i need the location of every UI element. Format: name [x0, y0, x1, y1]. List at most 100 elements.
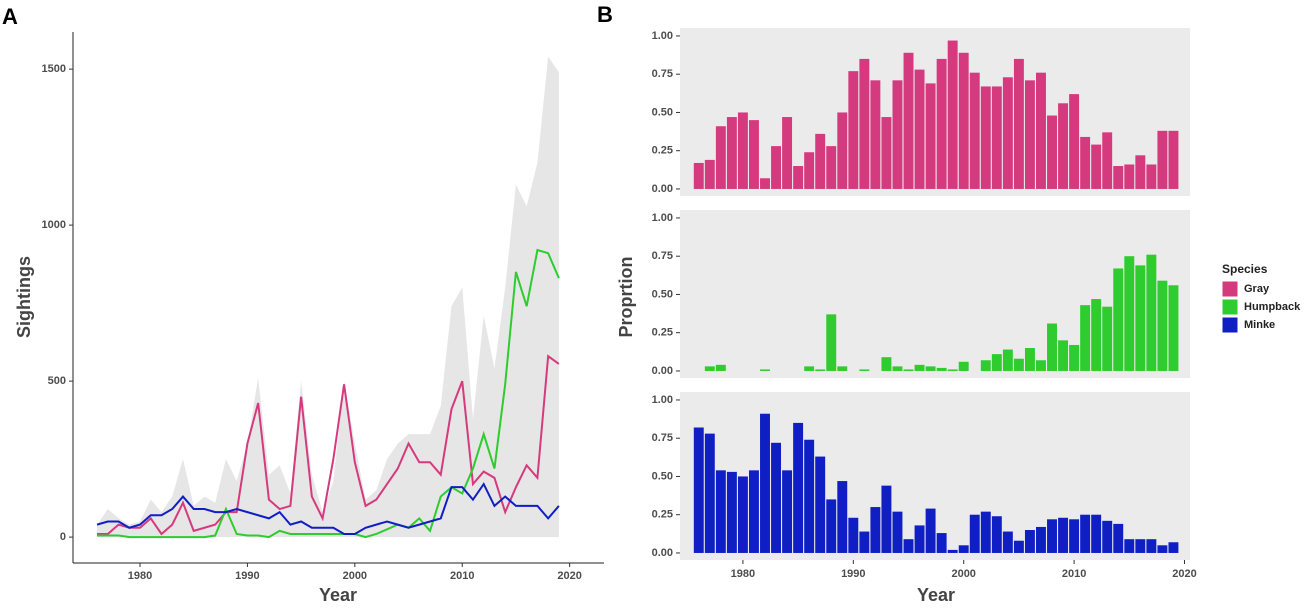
bar [947, 549, 958, 553]
bar [837, 366, 848, 371]
x-tick-label: 2000 [951, 568, 975, 580]
bar [958, 545, 969, 553]
bar [892, 80, 903, 189]
bar [859, 58, 870, 189]
y-tick-label: 0.75 [652, 432, 673, 444]
y-tick-label: 0.50 [652, 470, 673, 482]
bar [980, 86, 991, 189]
bar [760, 413, 770, 553]
bar [1146, 254, 1157, 371]
bar [837, 481, 848, 553]
bar [715, 126, 726, 189]
bar [903, 369, 914, 371]
bar [1168, 130, 1179, 189]
bar [1069, 519, 1080, 553]
bar [947, 40, 958, 189]
bar [1157, 545, 1168, 553]
x-tick-label: 1980 [731, 568, 755, 580]
bar [1036, 526, 1046, 553]
panel-label: B [597, 2, 613, 27]
bar [903, 539, 914, 553]
bar [991, 516, 1002, 553]
bar [1036, 72, 1046, 189]
line [97, 248, 560, 539]
legend-key [1221, 280, 1239, 298]
y-tick-label: 0.00 [652, 183, 673, 195]
bar [782, 470, 793, 553]
bar [1013, 58, 1024, 189]
bar [771, 146, 782, 189]
bar [782, 117, 793, 189]
bar [980, 360, 991, 371]
y-tick-label: 0.75 [652, 68, 673, 80]
bar [936, 367, 947, 371]
y-tick-label: 0.25 [652, 145, 673, 157]
y-tick-label: 1.00 [652, 212, 673, 224]
y-tick-label: 0.00 [652, 365, 673, 377]
bar [1113, 523, 1124, 553]
bar [958, 361, 969, 371]
x-tick-label: 2020 [1172, 568, 1196, 580]
bar [991, 86, 1002, 189]
bar [826, 314, 837, 371]
bar [737, 112, 748, 189]
bar [859, 369, 870, 371]
bar [1024, 348, 1035, 371]
bar [1146, 539, 1157, 553]
bar [826, 499, 837, 553]
y-tick-label: 0.25 [652, 327, 673, 339]
bar [925, 83, 936, 189]
bar [1124, 256, 1135, 371]
bar [1091, 299, 1102, 371]
bar [693, 162, 704, 189]
bar [958, 52, 969, 189]
bar [1058, 517, 1069, 553]
bar [793, 422, 804, 553]
bar [1113, 166, 1124, 189]
y-tick-label: 0.50 [652, 106, 673, 118]
bar [881, 117, 892, 189]
y-tick-label: 0 [60, 531, 66, 543]
bar [1091, 144, 1102, 189]
bar [1002, 77, 1013, 189]
bar [1024, 530, 1035, 553]
bar [1058, 340, 1069, 371]
x-tick-label: 2010 [1062, 568, 1086, 580]
bar [914, 69, 925, 189]
x-tick-label: 2020 [557, 570, 581, 582]
y-tick-label: 500 [48, 375, 66, 387]
bar [804, 439, 815, 553]
line [97, 354, 560, 536]
bar [1135, 539, 1146, 553]
bar [848, 517, 859, 553]
x-tick-label: 1980 [128, 570, 152, 582]
bar [704, 366, 715, 371]
bar [1157, 280, 1168, 371]
bar [903, 52, 914, 189]
bar [1168, 285, 1179, 371]
bar [1080, 514, 1091, 553]
bar [870, 80, 881, 189]
line [96, 482, 560, 535]
bar [715, 470, 726, 553]
bar [760, 178, 770, 189]
bar [925, 366, 936, 371]
bar [748, 470, 759, 553]
bar [1113, 268, 1124, 371]
x-tick-label: 1990 [841, 568, 865, 580]
x-tick-label: 2010 [450, 570, 474, 582]
panel-label: A [2, 4, 18, 29]
bar [1146, 164, 1157, 189]
bar [737, 476, 748, 553]
legend-label: Humpback [1244, 301, 1301, 313]
bar [793, 166, 804, 189]
bar [881, 357, 892, 371]
bar [1124, 164, 1135, 189]
x-axis-label: Year [917, 585, 955, 605]
legend-label: Gray [1244, 283, 1270, 295]
bar [1102, 520, 1113, 553]
legend-key [1221, 316, 1239, 334]
bar [1157, 130, 1168, 189]
